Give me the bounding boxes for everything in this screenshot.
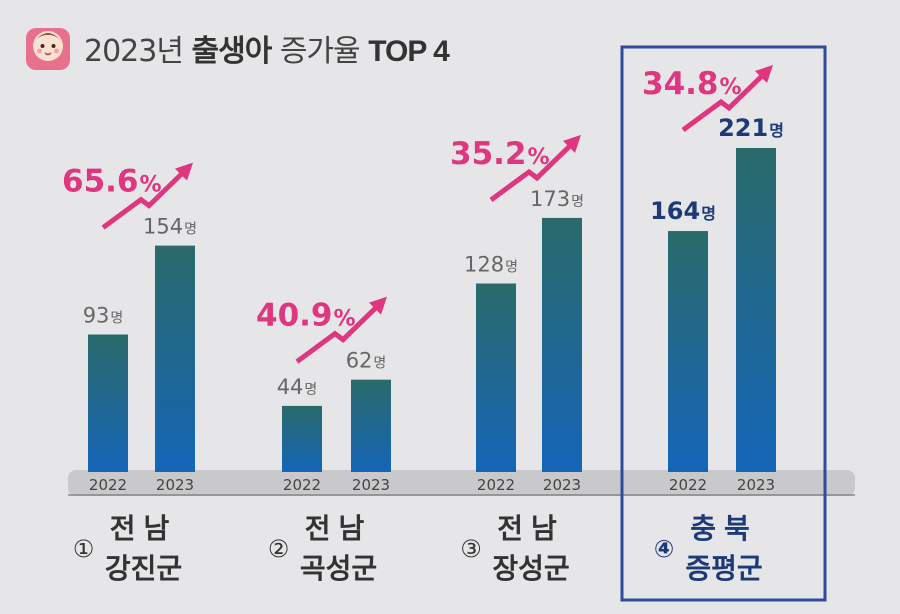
year-tick-label: 2023 <box>352 476 390 494</box>
county-name: 강진군 <box>105 552 182 585</box>
year-tick-label: 2023 <box>737 476 775 494</box>
bar-value-label: 164명 <box>650 197 716 225</box>
bar-value-unit: 명 <box>701 204 716 223</box>
growth-arrow-line <box>101 168 187 230</box>
bar-value-unit: 명 <box>505 260 518 276</box>
year-tick-label: 2022 <box>477 476 515 494</box>
bar-value-unit: 명 <box>110 310 123 326</box>
growth-percent-sign: % <box>720 75 742 100</box>
year-tick-label: 2023 <box>543 476 581 494</box>
title-suffix: TOP 4 <box>368 35 450 68</box>
highlight-frame <box>620 45 827 602</box>
region-name: 전남 <box>110 512 178 545</box>
rank-number: ③ <box>460 535 482 563</box>
title-word: 증가율 <box>279 34 361 69</box>
bar-value-label: 44명 <box>277 375 318 399</box>
bar <box>351 379 391 472</box>
bar-value-unit: 명 <box>373 356 386 372</box>
rank-number: ② <box>268 535 290 563</box>
rank-number: ④ <box>654 535 674 563</box>
bar <box>282 405 322 472</box>
growth-rate-label: 65.6% <box>62 164 162 200</box>
bar-value-label: 128명 <box>464 253 518 277</box>
baseline-band <box>68 470 855 496</box>
growth-rate-label: 35.2% <box>450 136 550 172</box>
year-tick-label: 2022 <box>89 476 127 494</box>
year-tick-label: 2023 <box>156 476 194 494</box>
growth-rate-label: 34.8% <box>642 66 742 102</box>
bar <box>542 217 582 472</box>
growth-arrow-head <box>755 65 773 83</box>
year-tick-label: 2022 <box>283 476 321 494</box>
growth-arrow-head <box>369 296 387 315</box>
growth-arrow-head <box>175 162 193 181</box>
bar-value-label: 173명 <box>530 187 584 211</box>
county-name: 증평군 <box>685 552 762 585</box>
growth-arrow-head <box>563 134 581 153</box>
rank-number: ① <box>73 535 95 563</box>
chart-title: 2023년 출생아 증가율 TOP 4 <box>84 26 450 70</box>
baby-face-icon <box>26 28 70 70</box>
year-tick-label: 2022 <box>669 476 707 494</box>
bar-value-label: 154명 <box>143 215 197 239</box>
chart-title-row: 2023년 출생아 증가율 TOP 4 <box>24 24 450 72</box>
region-name: 전남 <box>497 512 565 545</box>
title-bold-word: 출생아 <box>191 34 273 69</box>
county-name: 곡성군 <box>300 552 377 585</box>
bar-value-label: 221명 <box>718 114 784 142</box>
bar <box>88 334 128 472</box>
region-name: 충북 <box>690 512 758 545</box>
growth-arrow-line <box>681 71 767 133</box>
bar-value-unit: 명 <box>184 222 197 238</box>
bar <box>736 148 776 472</box>
bar-value-label: 62명 <box>346 349 387 373</box>
title-year: 2023년 <box>84 34 184 69</box>
growth-rate-label: 40.9% <box>256 298 356 334</box>
bar <box>476 283 516 472</box>
growth-arrow-line <box>295 302 381 364</box>
bar-value-unit: 명 <box>304 382 317 398</box>
growth-percent-sign: % <box>528 145 550 170</box>
bar-value-unit: 명 <box>769 121 784 140</box>
bar <box>155 245 195 472</box>
bar <box>668 231 708 472</box>
bar-value-label: 93명 <box>83 303 124 327</box>
region-name: 전남 <box>305 512 373 545</box>
growth-arrow-line <box>489 141 575 202</box>
growth-percent-sign: % <box>140 173 162 198</box>
growth-percent-sign: % <box>334 307 356 332</box>
bar-value-unit: 명 <box>571 194 584 210</box>
county-name: 장성군 <box>492 552 569 585</box>
